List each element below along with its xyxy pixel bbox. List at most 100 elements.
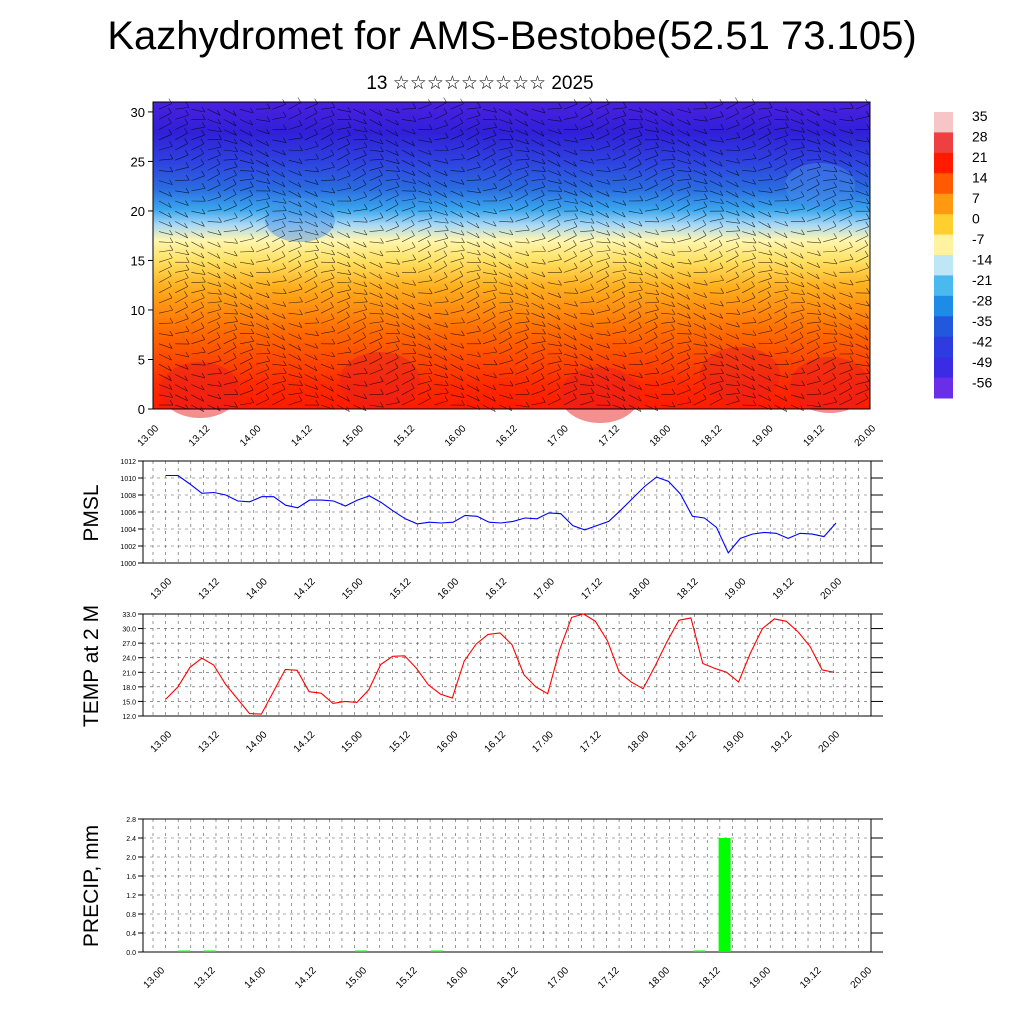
wind-barb — [725, 124, 740, 130]
wind-barb-flag — [865, 262, 870, 268]
wind-barb — [288, 392, 303, 396]
wind-barb-flag — [460, 292, 464, 298]
wind-barb — [401, 198, 416, 202]
wind-barb — [272, 180, 286, 187]
wind-barb — [499, 119, 513, 125]
wind-barb — [175, 251, 189, 256]
wind-barb — [450, 145, 465, 151]
wind-barb — [644, 336, 658, 345]
wind-barb-flag — [864, 335, 869, 341]
wind-barb — [499, 384, 514, 387]
wind-barb — [207, 292, 222, 295]
wind-barb — [256, 282, 270, 286]
wind-barb-flag — [605, 375, 610, 381]
wind-barb — [580, 190, 593, 198]
wind-barb — [401, 235, 415, 243]
wind-barb — [596, 200, 609, 208]
wind-barb — [320, 114, 335, 120]
wind-barb-flag — [427, 221, 432, 227]
wind-barb — [288, 221, 303, 224]
wind-barb — [596, 250, 611, 253]
wind-barb-flag — [201, 121, 206, 128]
wind-barb-flag — [168, 221, 173, 227]
wind-barb-flag — [574, 353, 578, 359]
wind-barb-flag — [476, 212, 480, 218]
wind-barb-flag — [184, 118, 189, 124]
wind-barb-flag — [299, 145, 303, 151]
wind-barb — [320, 330, 335, 334]
wind-barb — [320, 363, 335, 370]
wind-barb-flag — [670, 363, 675, 370]
wind-barb-flag — [767, 301, 772, 308]
wind-barb — [191, 306, 204, 314]
wind-barb — [758, 107, 773, 110]
wind-barb-flag — [768, 250, 773, 256]
wind-barb — [272, 312, 286, 319]
x-tick-label: 15.00 — [341, 423, 367, 449]
wind-barb-flag — [558, 186, 563, 192]
wind-barb — [790, 261, 804, 270]
wind-barb — [515, 217, 529, 222]
colorbar-label: 28 — [972, 129, 988, 145]
wind-barb-flag — [330, 127, 334, 134]
wind-barb — [466, 154, 480, 161]
wind-barb — [644, 173, 658, 181]
wind-barb-flag — [396, 259, 400, 265]
warm-anomaly — [700, 347, 780, 403]
wind-barb-flag — [477, 257, 482, 263]
wind-barb-flag — [638, 261, 643, 268]
wind-barb — [401, 360, 416, 365]
wind-barb-flag — [671, 138, 675, 145]
wind-barb — [531, 302, 545, 310]
wind-barb — [353, 129, 368, 133]
wind-barb-flag — [605, 117, 609, 124]
wind-barb-flag — [784, 292, 788, 299]
wind-barb-flag — [217, 149, 221, 156]
wind-barb-flag — [832, 304, 836, 310]
wind-barb-flag — [378, 179, 383, 185]
wind-barb-flag — [524, 284, 529, 290]
wind-barb — [207, 163, 221, 171]
wind-barb — [369, 149, 384, 153]
wind-barb — [644, 241, 659, 248]
wind-barb-flag — [250, 246, 255, 252]
wind-barb — [725, 230, 740, 232]
wind-barb — [175, 394, 188, 402]
wind-barb-flag — [443, 271, 448, 278]
wind-barb-flag — [378, 189, 383, 195]
wind-barb — [661, 329, 675, 334]
wind-barb — [256, 149, 269, 157]
wind-barb — [466, 394, 480, 402]
wind-barb — [823, 282, 837, 289]
wind-barb-flag — [832, 373, 836, 379]
wind-barb — [418, 343, 432, 350]
wind-barb-flag — [655, 289, 660, 295]
wind-barb — [758, 143, 771, 151]
wind-barb-flag — [702, 161, 707, 167]
wind-barb-flag — [233, 332, 237, 338]
wind-barb — [612, 318, 626, 324]
wind-barb — [288, 102, 302, 110]
wind-barb — [677, 178, 692, 181]
wind-barb — [774, 272, 789, 276]
wind-barb — [272, 343, 286, 350]
wind-barb-flag — [735, 241, 740, 247]
x-tick-label: 20.00 — [853, 423, 879, 449]
wind-barb-flag — [200, 301, 205, 307]
wind-barb — [482, 143, 496, 151]
wind-barb-flag — [315, 166, 319, 172]
wind-barb-flag — [800, 191, 805, 197]
wind-barb-flag — [525, 250, 530, 257]
wind-barb — [677, 170, 692, 172]
wind-barb — [239, 108, 254, 114]
wind-barb-flag — [508, 179, 513, 185]
y-tick-label: 33.0 — [122, 612, 136, 619]
wind-barb-flag — [590, 218, 595, 224]
wind-barb-flag — [526, 389, 530, 395]
wind-barb — [644, 108, 658, 116]
wind-barb — [677, 349, 691, 355]
wind-barb-flag — [201, 284, 206, 290]
wind-barb-flag — [411, 364, 416, 370]
wind-barb-flag — [623, 187, 627, 193]
wind-barb-flag — [573, 181, 577, 187]
